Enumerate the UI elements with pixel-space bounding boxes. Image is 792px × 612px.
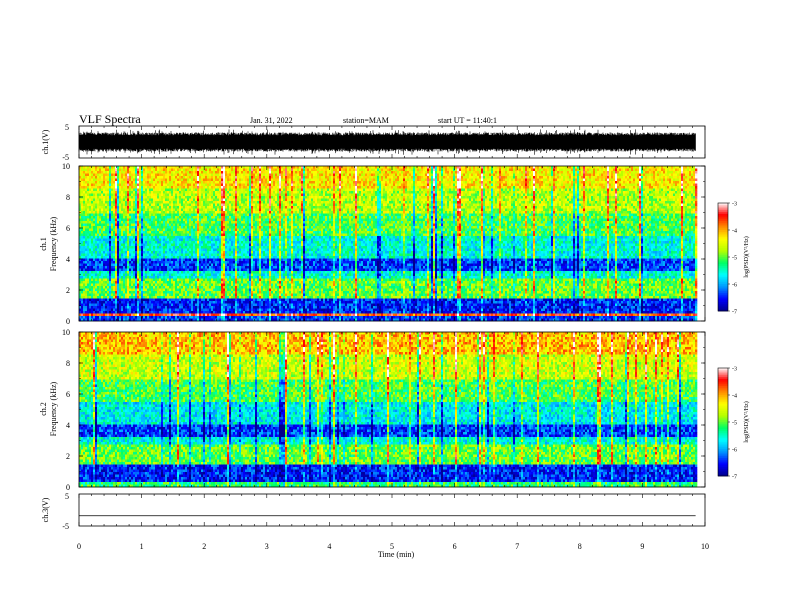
x-tick-label: 0 — [77, 542, 81, 551]
colorbar-tick: -6 — [732, 448, 737, 454]
ch2-spectrogram-ytick: 0 — [66, 483, 70, 492]
ch3-waveform-panel: ch.3(V) 5 -5 0 1 2 3 4 5 6 7 8 9 10 Time (min) — [41, 492, 709, 559]
start-time-label: start UT = 11:40:1 — [438, 116, 497, 125]
x-tick-label: 7 — [515, 542, 519, 551]
colorbar-tick: -5 — [732, 421, 737, 427]
colorbar-tick: -7 — [732, 475, 737, 481]
ch1-spectrogram-ytick: 0 — [66, 317, 70, 326]
ch1-waveform-trace — [79, 129, 696, 154]
colorbar-tick: -4 — [732, 394, 737, 400]
ch1-spectrogram-ylabel-frequency: Frequency (kHz) — [49, 216, 58, 271]
ch2-spectrogram-ytick: 4 — [66, 421, 70, 430]
ch2-spectrogram-ytick: 10 — [62, 328, 70, 337]
ch2-spectrogram-ylabel-frequency: Frequency (kHz) — [49, 381, 58, 436]
colorbar-tick: -4 — [732, 229, 737, 235]
ch1-spectrogram-ytick: 6 — [66, 224, 70, 233]
ch2-colorbar: -3 -4 -5 -6 -7 log(PSD)(V²/Hz) — [718, 367, 750, 481]
x-tick-label: 6 — [453, 542, 457, 551]
ch1-spectrogram-panel: ch.1 Frequency (kHz) 0 2 4 6 8 10 — [39, 162, 705, 326]
ch1-ytick-top: 5 — [65, 123, 69, 132]
station-label: station=MAM — [343, 116, 389, 125]
colorbar-tick: -3 — [732, 202, 737, 208]
date-label: Jan. 31, 2022 — [250, 116, 293, 125]
x-tick-label: 1 — [140, 542, 144, 551]
ch1-ytick-bottom: -5 — [62, 153, 69, 162]
ch2-spectrogram-panel: ch.2 Frequency (kHz) 0 2 4 6 8 10 — [39, 328, 705, 492]
ch1-spectrogram-ytick: 8 — [66, 193, 70, 202]
colorbar-tick: -7 — [732, 310, 737, 316]
ch1-waveform-ylabel: ch.1(V) — [41, 129, 50, 154]
ch2-spectrogram-ylabel-channel: ch.2 — [39, 402, 48, 416]
x-tick-label: 9 — [640, 542, 644, 551]
x-tick-label: 10 — [701, 542, 709, 551]
colorbar-tick: -5 — [732, 256, 737, 262]
ch3-ytick-bottom: -5 — [62, 522, 69, 531]
ch1-spectrogram-ytick: 2 — [66, 286, 70, 295]
colorbar-tick: -3 — [732, 367, 737, 373]
ch1-spectrogram-ytick: 4 — [66, 255, 70, 264]
ch2-spectrogram-ytick: 8 — [66, 359, 70, 368]
ch1-colorbar: -3 -4 -5 -6 -7 log(PSD)(V²/Hz) — [718, 202, 750, 316]
ch1-waveform-panel: ch.1(V) 5 -5 — [41, 123, 705, 162]
x-tick-label: 2 — [202, 542, 206, 551]
ch2-spectrogram-cells — [79, 332, 697, 487]
ch3-ytick-top: 5 — [65, 492, 69, 501]
ch1-spectrogram-ylabel-channel: ch.1 — [39, 237, 48, 251]
ch1-spectrogram-cells — [79, 166, 697, 321]
ch2-spectrogram-ytick: 2 — [66, 452, 70, 461]
figure-title: VLF Spectra — [79, 112, 141, 126]
x-tick-label: 8 — [578, 542, 582, 551]
ch2-spectrogram-ytick: 6 — [66, 390, 70, 399]
ch3-waveform-ylabel: ch.3(V) — [41, 497, 50, 522]
x-tick-label: 4 — [327, 542, 331, 551]
colorbar-label: log(PSD)(V²/Hz) — [743, 401, 750, 442]
colorbar-label: log(PSD)(V²/Hz) — [743, 236, 750, 277]
x-tick-label: 3 — [265, 542, 269, 551]
x-axis-label: Time (min) — [378, 550, 415, 559]
colorbar-tick: -6 — [732, 283, 737, 289]
ch1-spectrogram-ytick: 10 — [62, 162, 70, 171]
